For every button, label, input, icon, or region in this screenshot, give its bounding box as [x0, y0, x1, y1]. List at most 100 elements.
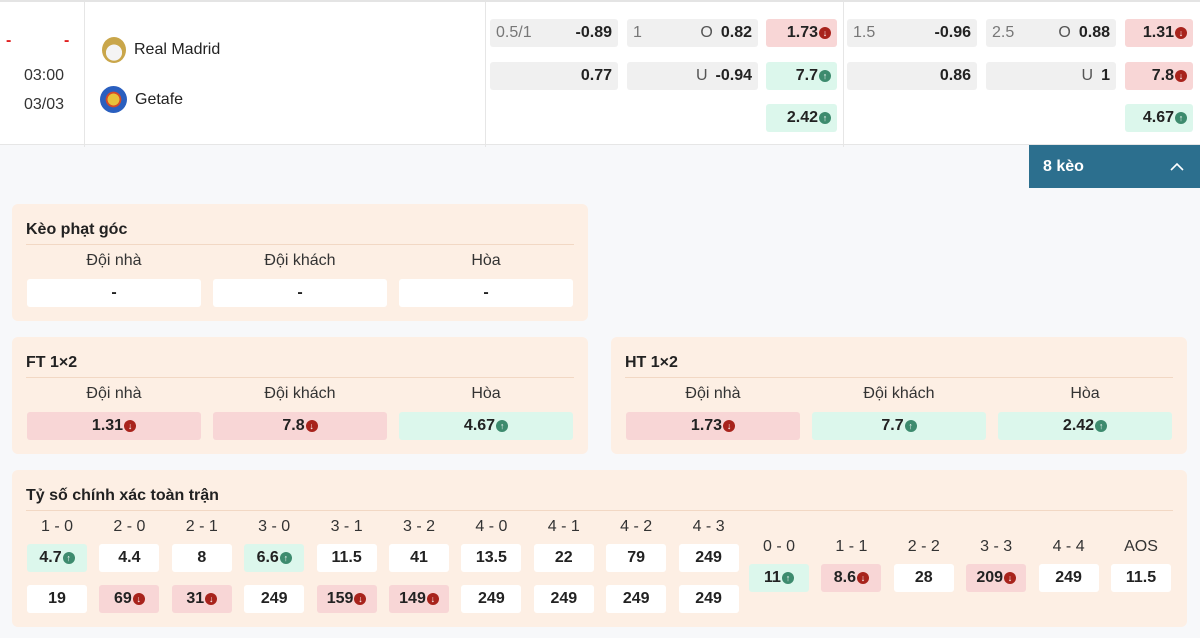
arrow-down-icon: ↓ [354, 593, 367, 605]
odds-cell[interactable]: 1.31 ↓ [1125, 19, 1193, 47]
odds-cell[interactable]: 4.67 ↑ [1125, 104, 1193, 132]
home-score-odds[interactable]: 41 [389, 544, 449, 572]
score-label: 1 - 0 [40, 518, 73, 535]
score-label: 4 - 2 [620, 518, 653, 535]
away-team-name: Getafe [135, 90, 184, 108]
score-label: 3 - 3 [980, 538, 1013, 555]
odds-value: 6.6 [256, 549, 279, 566]
home-score-odds[interactable]: 8 [171, 544, 232, 572]
draw-score-odds[interactable]: 11 ↑ [749, 564, 809, 592]
odds-cell[interactable]: 1.31 ↓ [27, 412, 201, 440]
column-header: Hòa [471, 385, 501, 402]
odds-value: 249 [622, 590, 650, 607]
odds-value: 249 [1055, 569, 1082, 586]
chevron-up-icon [1170, 162, 1184, 171]
odds-line: 1 [633, 24, 642, 41]
odds-value: -0.89 [575, 24, 612, 41]
home-team-name: Real Madrid [134, 41, 221, 58]
panel-title: FT 1×2 [26, 354, 78, 371]
away-score-odds[interactable]: 19 [27, 585, 87, 613]
column-header: Đội khách [863, 385, 935, 402]
arrow-down-icon: ↓ [124, 420, 137, 432]
odds-cell[interactable]: 1 O 0.82 [627, 19, 758, 47]
draw-score-odds[interactable]: 28 [893, 564, 954, 592]
odds-value: 149 [399, 590, 426, 607]
arrow-up-icon: ↑ [62, 552, 75, 564]
odds-value: 4.4 [118, 549, 141, 566]
odds-cell[interactable]: 2.42 ↑ [766, 104, 837, 132]
real-madrid-logo-icon [102, 37, 126, 63]
odds-cell[interactable]: 4.67 ↑ [399, 412, 573, 440]
home-score-odds[interactable]: 22 [533, 544, 594, 572]
odds-value: 249 [695, 590, 722, 607]
odds-value: 1.31 [1142, 24, 1174, 41]
odds-value: 1.73 [690, 417, 723, 434]
odds-cell[interactable]: 1.73 ↓ [766, 19, 837, 47]
home-score-odds[interactable]: 4.7 ↑ [27, 544, 87, 572]
divider [625, 377, 1173, 378]
away-score-odds[interactable]: 249 [678, 585, 739, 613]
odds-cell[interactable]: U -0.94 [627, 62, 758, 90]
odds-cell[interactable]: - [213, 279, 387, 307]
odds-cell[interactable]: - [399, 279, 573, 307]
odds-cell[interactable]: 7.7 ↑ [766, 62, 837, 90]
odds-cell[interactable]: 7.8 ↓ [213, 412, 387, 440]
more-odds-button[interactable]: 8 kèo [1029, 145, 1200, 188]
home-score-odds[interactable]: 13.5 [461, 544, 522, 572]
arrow-down-icon: ↓ [723, 420, 736, 432]
odds-value: 209 [976, 569, 1004, 586]
odds-cell[interactable]: 1.5 -0.96 [847, 19, 977, 47]
arrow-up-icon: ↑ [1095, 420, 1108, 432]
away-score-odds[interactable]: 249 [244, 585, 305, 613]
away-score-odds[interactable]: 249 [461, 585, 522, 613]
odds-cell[interactable]: 0.5/1 -0.89 [490, 19, 618, 47]
score-label: 0 - 0 [762, 538, 795, 555]
odds-value: 249 [695, 549, 722, 566]
odds-cell[interactable]: 0.77 [490, 62, 618, 90]
score-label: 2 - 0 [113, 518, 146, 535]
away-score-odds[interactable]: 159 ↓ [316, 585, 377, 613]
arrow-down-icon: ↓ [426, 593, 439, 605]
away-score-odds[interactable]: 69 ↓ [99, 585, 160, 613]
odds-value: 0.88 [1078, 24, 1110, 41]
away-score-odds[interactable]: 249 [606, 585, 667, 613]
score-label: AOS [1124, 538, 1158, 555]
ft-1x2-panel: FT 1×2 Đội nhà 1.31 ↓ Đội khách 7.8 ↓ Hòa 4.67 ↑ [12, 337, 588, 454]
odds-value: - [111, 284, 117, 301]
divider [843, 2, 844, 147]
home-score-odds[interactable]: 79 [606, 544, 667, 572]
score-label: 4 - 4 [1052, 538, 1085, 555]
away-score-odds[interactable]: 249 [533, 585, 594, 613]
away-score-odds[interactable]: 149 ↓ [389, 585, 449, 613]
odds-cell[interactable]: 0.86 [847, 62, 977, 90]
arrow-down-icon: ↓ [1004, 572, 1017, 584]
odds-value: -0.96 [934, 24, 971, 41]
home-score-odds[interactable]: 6.6 ↑ [244, 544, 305, 572]
draw-score-odds[interactable]: 209 ↓ [966, 564, 1027, 592]
home-team[interactable]: Real Madrid [102, 37, 220, 63]
odds-value: 4.67 [463, 417, 496, 434]
odds-cell[interactable]: 1.73 ↓ [626, 412, 800, 440]
home-score-odds[interactable]: 11.5 [316, 544, 377, 572]
odds-cell[interactable]: 2.5 O 0.88 [986, 19, 1116, 47]
arrow-up-icon: ↑ [819, 70, 831, 82]
draw-score-odds[interactable]: 249 [1038, 564, 1099, 592]
draw-score-odds[interactable]: 11.5 [1111, 564, 1171, 592]
home-score-odds[interactable]: 249 [678, 544, 739, 572]
odds-value: 8 [197, 549, 207, 566]
panel-title: Tỷ số chính xác toàn trận [26, 487, 219, 504]
draw-score-odds[interactable]: 8.6 ↓ [821, 564, 882, 592]
away-team[interactable]: Getafe [100, 86, 183, 113]
score-label: 4 - 3 [692, 518, 725, 535]
odds-cell[interactable]: 2.42 ↑ [998, 412, 1172, 440]
over-under-label: O [700, 24, 713, 41]
odds-value: 13.5 [475, 549, 507, 566]
odds-value: -0.94 [715, 67, 752, 84]
odds-cell[interactable]: - [27, 279, 201, 307]
odds-cell[interactable]: 7.8 ↓ [1125, 62, 1193, 90]
odds-cell[interactable]: 7.7 ↑ [812, 412, 986, 440]
home-score-odds[interactable]: 4.4 [99, 544, 160, 572]
away-score-odds[interactable]: 31 ↓ [171, 585, 232, 613]
column-header: Đội khách [264, 252, 336, 269]
